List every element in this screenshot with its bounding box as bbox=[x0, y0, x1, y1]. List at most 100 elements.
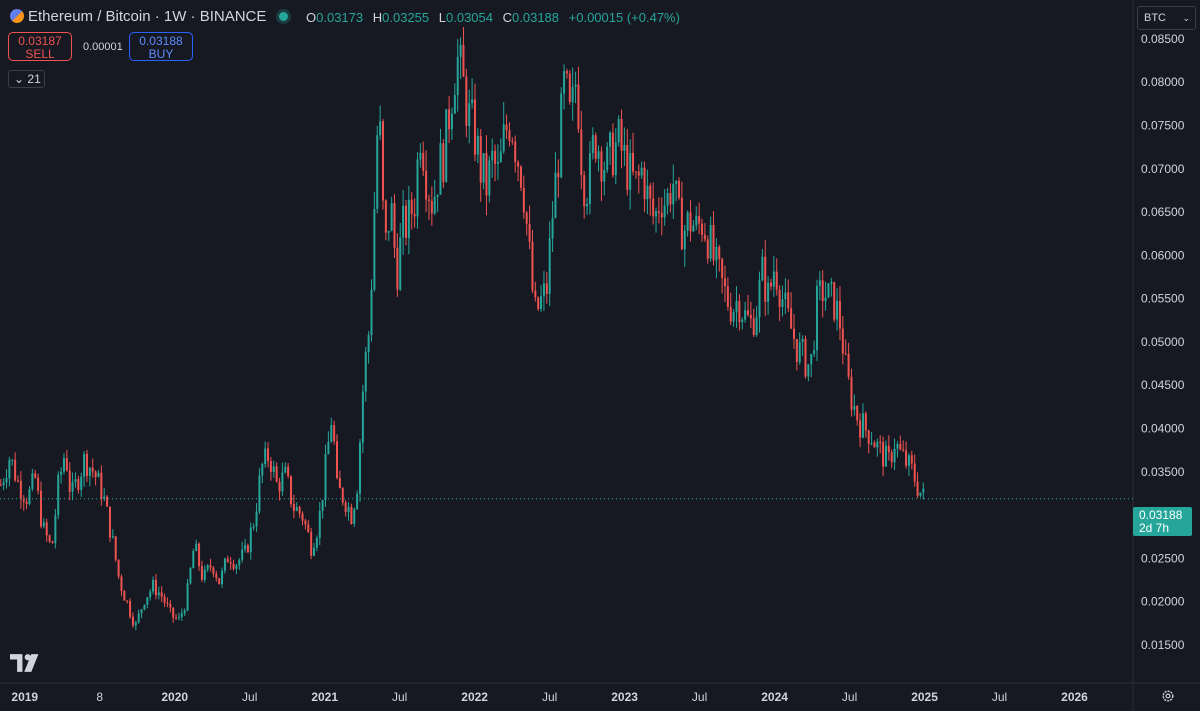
candle-body bbox=[25, 501, 28, 504]
candle-body bbox=[640, 167, 643, 176]
candle-body bbox=[879, 441, 882, 443]
candle-body bbox=[310, 532, 313, 556]
x-tick-label: Jul bbox=[992, 690, 1007, 704]
candle-body bbox=[186, 583, 189, 611]
sell-price: 0.03187 bbox=[18, 34, 62, 48]
candle-body bbox=[574, 84, 577, 87]
candle-body bbox=[884, 445, 887, 467]
candle-body bbox=[686, 212, 689, 231]
candle-body bbox=[741, 319, 744, 322]
candle-body bbox=[790, 308, 793, 329]
candle-body bbox=[692, 225, 695, 232]
candle-body bbox=[252, 526, 255, 528]
candle-body bbox=[264, 448, 267, 465]
candle-body bbox=[761, 256, 764, 281]
candle-body bbox=[103, 496, 106, 499]
candle-body bbox=[678, 180, 681, 198]
candle-body bbox=[433, 196, 436, 214]
candle-body bbox=[617, 119, 620, 143]
candle-body bbox=[660, 212, 663, 218]
candle-body bbox=[307, 524, 310, 533]
candle-body bbox=[813, 350, 816, 354]
candle-body bbox=[517, 162, 520, 167]
candle-body bbox=[120, 576, 123, 592]
candle-body bbox=[68, 470, 71, 492]
candle-body bbox=[261, 464, 264, 476]
candle-body bbox=[815, 285, 818, 351]
candle-body bbox=[436, 194, 439, 197]
gear-icon[interactable] bbox=[1161, 689, 1175, 703]
buy-price: 0.03188 bbox=[139, 34, 183, 48]
candle-body bbox=[683, 230, 686, 250]
candle-body bbox=[416, 159, 419, 217]
candle-body bbox=[778, 289, 781, 308]
candle-body bbox=[131, 616, 134, 626]
candle-body bbox=[246, 545, 249, 553]
candle-body bbox=[350, 506, 353, 525]
candle-body bbox=[718, 246, 721, 259]
candle-body bbox=[137, 613, 140, 623]
candle-body bbox=[34, 473, 37, 478]
candle-body bbox=[450, 113, 453, 130]
candle-body bbox=[588, 153, 591, 205]
candle-body bbox=[206, 565, 209, 570]
candle-body bbox=[71, 481, 74, 492]
candle-body bbox=[42, 522, 45, 527]
candle-body bbox=[824, 297, 827, 302]
candle-body bbox=[160, 592, 163, 597]
candle-body bbox=[600, 151, 603, 182]
candle-body bbox=[336, 441, 339, 478]
candle-body bbox=[732, 312, 735, 322]
candle-body bbox=[916, 481, 919, 496]
candle-body bbox=[695, 215, 698, 226]
sell-button[interactable]: 0.03187 SELL bbox=[8, 32, 72, 61]
candle-body bbox=[315, 537, 318, 548]
candle-body bbox=[755, 317, 758, 336]
buy-button[interactable]: 0.03188 BUY bbox=[129, 32, 193, 61]
candle-body bbox=[491, 150, 494, 161]
candle-body bbox=[106, 496, 109, 507]
candle-body bbox=[172, 607, 175, 618]
candle-body bbox=[2, 482, 5, 486]
candle-body bbox=[591, 135, 594, 154]
candle-body bbox=[376, 135, 379, 209]
candle-body bbox=[542, 283, 545, 297]
candle-body bbox=[551, 218, 554, 239]
candle-body bbox=[223, 558, 226, 571]
candle-body bbox=[330, 425, 333, 442]
candle-body bbox=[51, 541, 54, 544]
candle-body bbox=[611, 132, 614, 176]
y-tick-label: 0.04500 bbox=[1141, 378, 1185, 392]
candle-body bbox=[8, 459, 11, 479]
candle-body bbox=[134, 622, 137, 626]
indicator-count: 21 bbox=[27, 72, 41, 86]
candle-body bbox=[609, 132, 612, 147]
candle-body bbox=[873, 442, 876, 448]
candle-body bbox=[887, 445, 890, 453]
candle-body bbox=[606, 146, 609, 171]
candle-body bbox=[284, 466, 287, 473]
tradingview-logo-icon[interactable] bbox=[10, 654, 42, 672]
bar-countdown: 2d 7h bbox=[1139, 521, 1170, 535]
candle-body bbox=[721, 258, 724, 279]
candle-body bbox=[341, 488, 344, 503]
candle-body bbox=[689, 212, 692, 232]
x-tick-label: 2022 bbox=[461, 690, 488, 704]
candle-body bbox=[629, 152, 632, 190]
candle-body bbox=[249, 527, 252, 553]
candle-body bbox=[655, 211, 658, 217]
symbol-title[interactable]: Ethereum / Bitcoin · 1W · BINANCE bbox=[28, 8, 267, 25]
candle-body bbox=[57, 474, 60, 516]
low-label: L bbox=[438, 10, 446, 25]
candle-body bbox=[726, 286, 729, 307]
candle-body bbox=[505, 124, 508, 131]
indicator-toggle[interactable]: ⌄ 21 bbox=[8, 70, 45, 88]
currency-select[interactable]: BTC ⌄ bbox=[1137, 6, 1196, 30]
candle-body bbox=[850, 376, 853, 410]
x-tick-label: 2025 bbox=[911, 690, 938, 704]
candle-body bbox=[157, 592, 160, 596]
candle-body bbox=[652, 198, 655, 217]
candle-body bbox=[183, 610, 186, 614]
candle-body bbox=[830, 282, 833, 284]
